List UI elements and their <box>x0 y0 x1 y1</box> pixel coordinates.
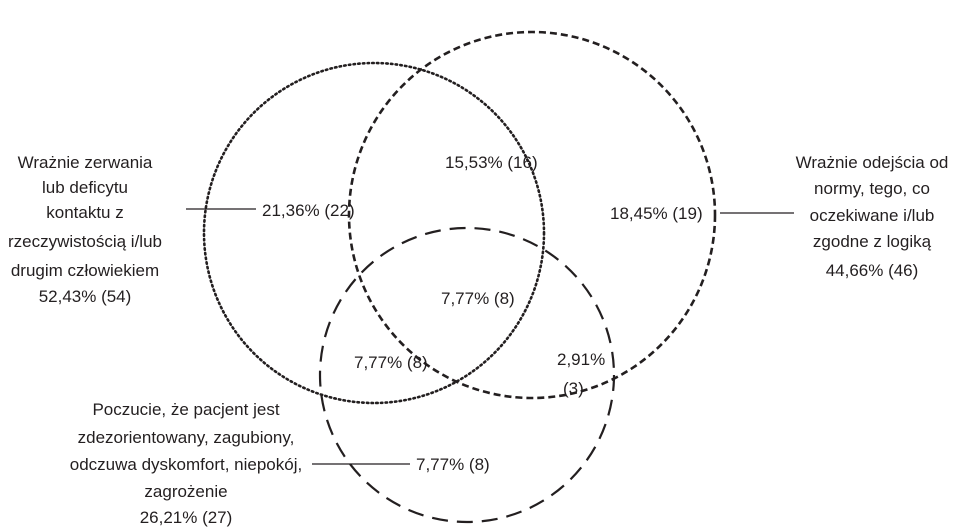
region-b-only-value: 18,45% (19) <box>610 204 703 223</box>
region-bc-value: 2,91% <box>557 350 605 369</box>
set-a-value: 52,43% (54) <box>39 287 132 306</box>
region-ac-value: 7,77% (8) <box>354 353 428 372</box>
set-c-value: 26,21% (27) <box>140 508 233 527</box>
region-bc-count: (3) <box>563 379 584 398</box>
region-abc-value: 7,77% (8) <box>441 289 515 308</box>
set-c-circle <box>318 226 616 524</box>
set-a-label-line: lub deficytu <box>42 178 128 197</box>
set-b-label-line: normy, tego, co <box>814 179 930 198</box>
set-c-label-line: odczuwa dyskomfort, niepokój, <box>70 455 302 474</box>
set-a-label-line: rzeczywistością i/lub <box>8 232 162 251</box>
set-a-circle <box>202 61 546 405</box>
set-c-label-line: zagrożenie <box>144 482 227 501</box>
set-b-label-line: oczekiwane i/lub <box>810 206 935 225</box>
region-a-only-value: 21,36% (22) <box>262 201 355 220</box>
set-b-label-line: Wrażnie odejścia od <box>796 153 949 172</box>
set-b-label: Wrażnie odejścia od normy, tego, co ocze… <box>796 153 949 280</box>
set-a-label-line: drugim człowiekiem <box>11 261 159 280</box>
set-b-value: 44,66% (46) <box>826 261 919 280</box>
set-c-label: Poczucie, że pacjent jest zdezorientowan… <box>70 400 302 527</box>
set-c-label-line: Poczucie, że pacjent jest <box>92 400 279 419</box>
set-b-label-line: zgodne z logiką <box>813 232 932 251</box>
set-a-label: Wrażnie zerwania lub deficytu kontaktu z… <box>8 153 162 306</box>
set-b-circle <box>347 30 717 400</box>
region-ab-value: 15,53% (16) <box>445 153 538 172</box>
region-c-only-value: 7,77% (8) <box>416 455 490 474</box>
set-a-label-line: Wrażnie zerwania <box>18 153 153 172</box>
set-c-label-line: zdezorientowany, zagubiony, <box>78 428 295 447</box>
set-a-label-line: kontaktu z <box>46 203 124 222</box>
